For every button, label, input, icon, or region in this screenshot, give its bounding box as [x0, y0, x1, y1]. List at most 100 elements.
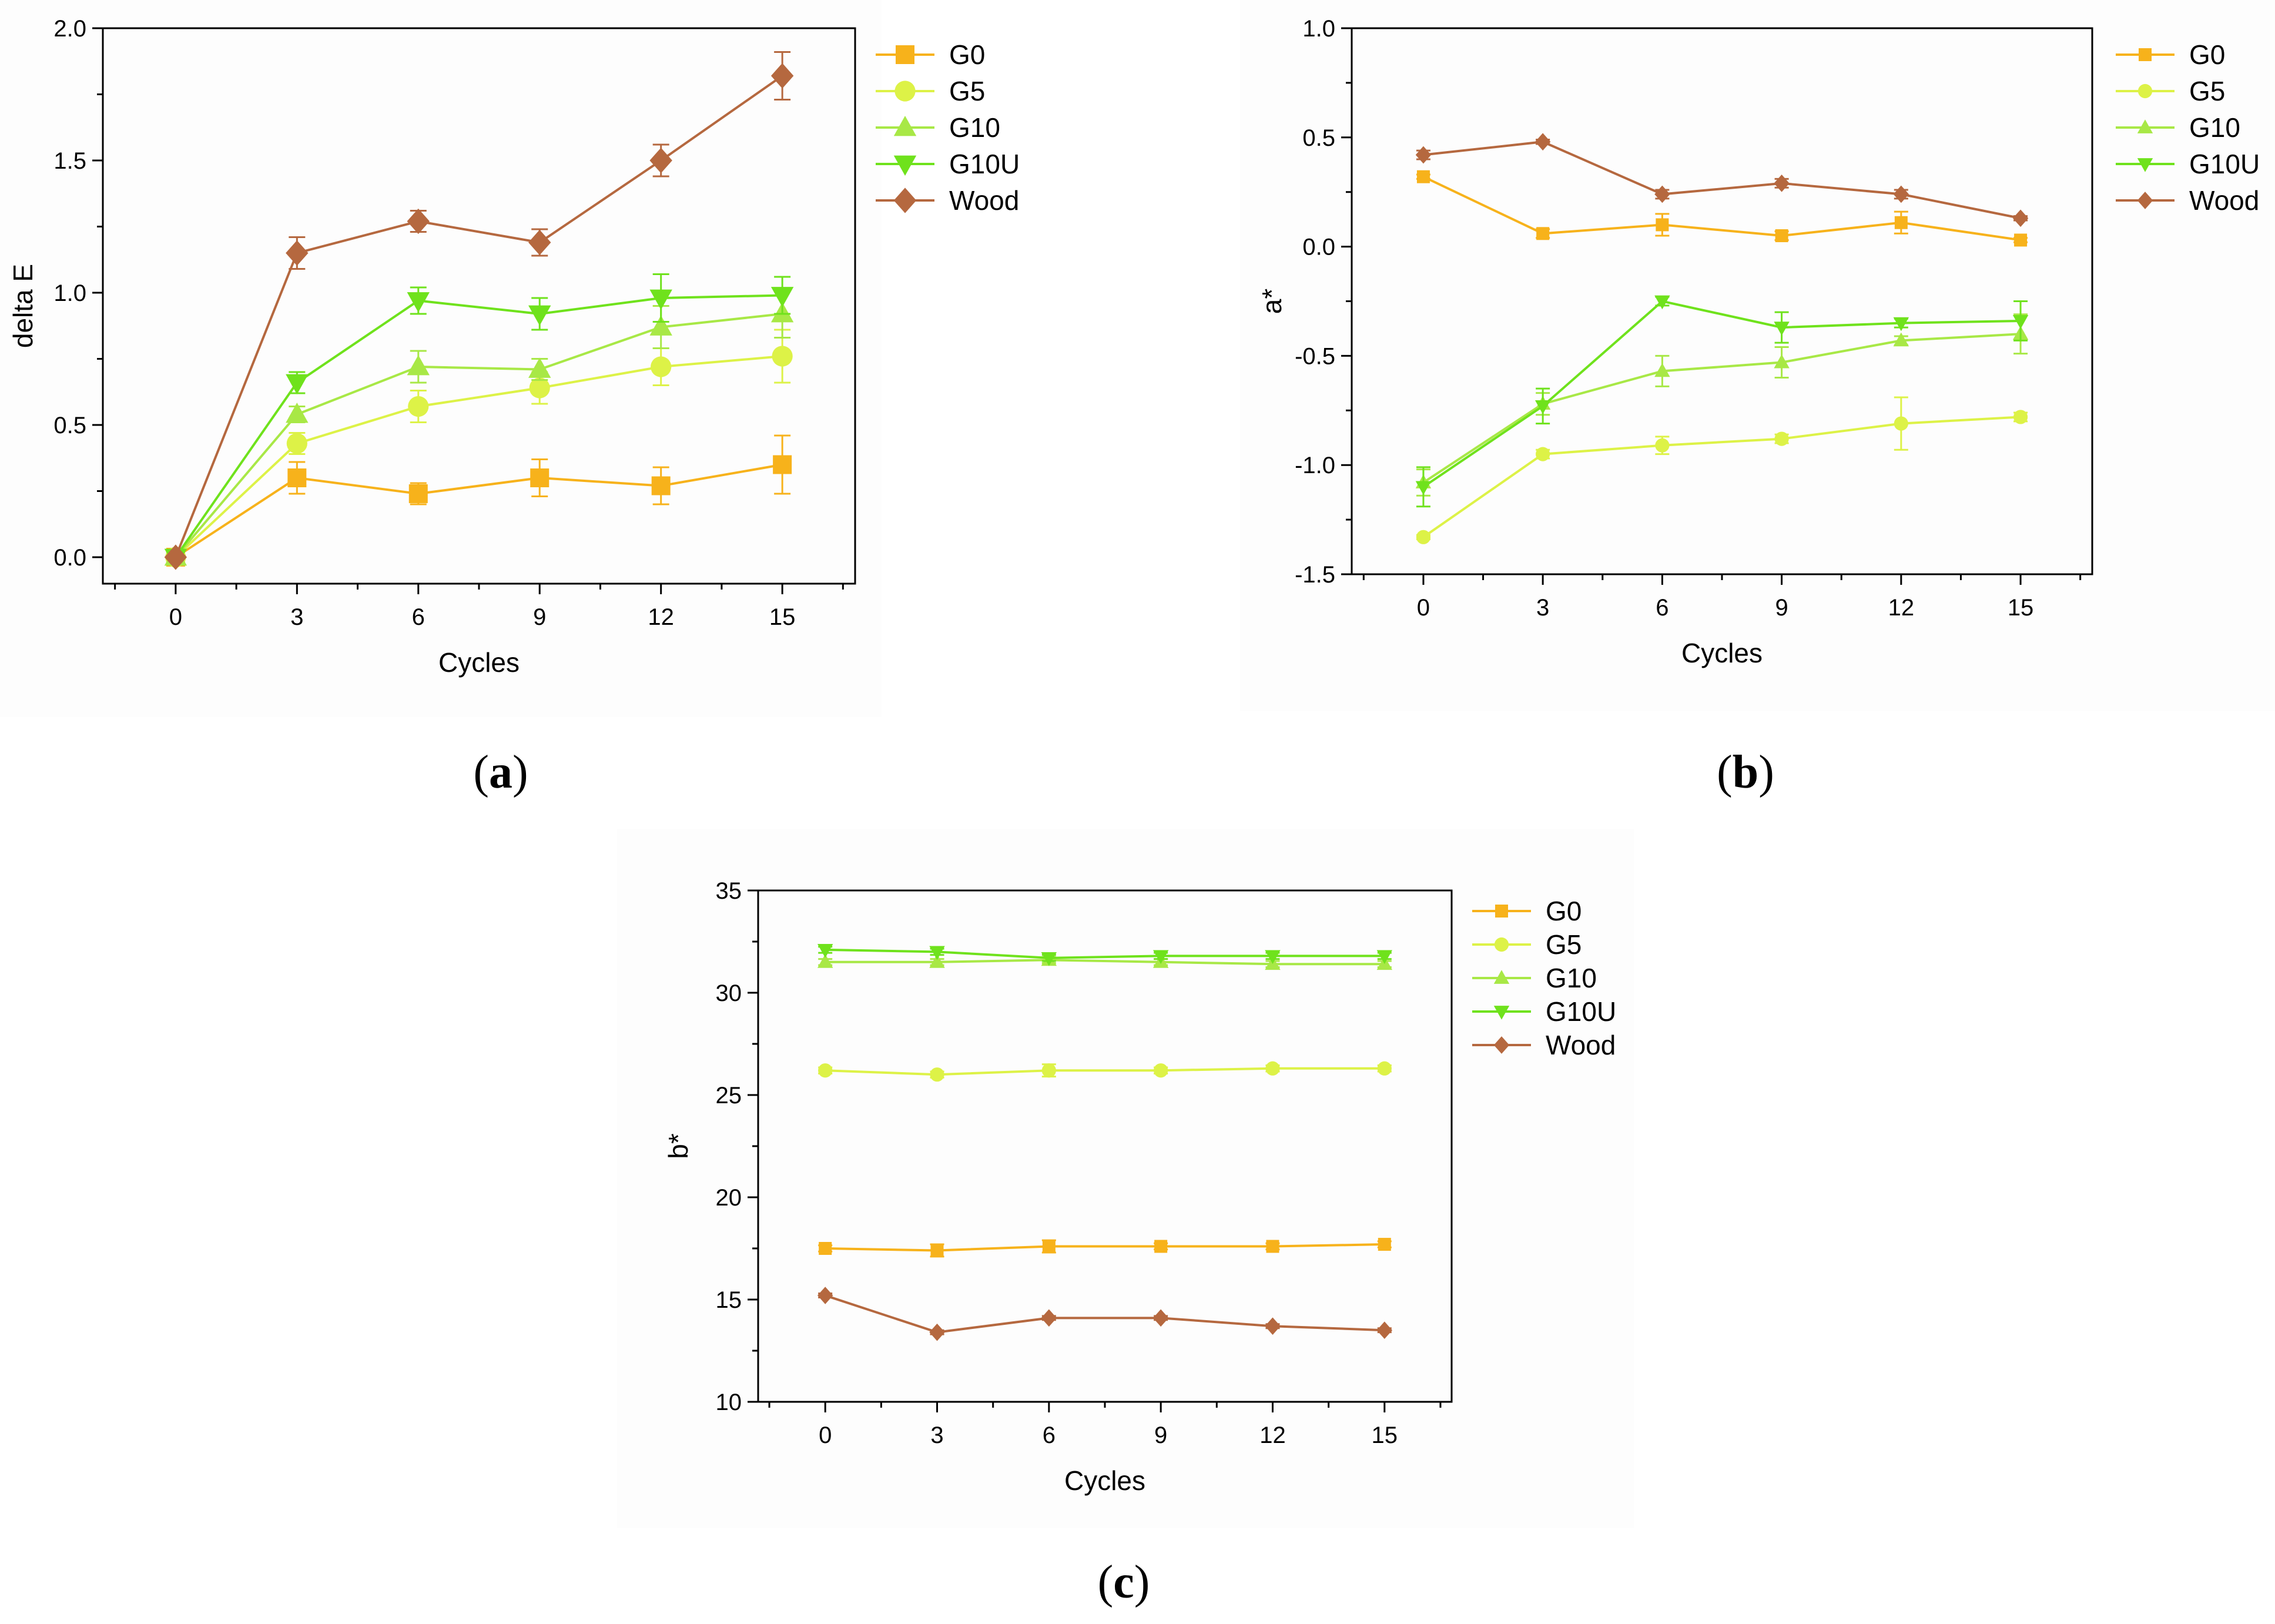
y-tick-label: 0.5 [53, 413, 86, 438]
data-point-g10u [649, 289, 672, 310]
x-tick-label: 15 [1372, 1422, 1398, 1448]
series-line-g0 [175, 463, 783, 558]
data-point-wood [2012, 209, 2029, 227]
data-point-wood [817, 1287, 833, 1304]
data-point-g5 [529, 377, 550, 399]
x-axis-title: Cycles [1064, 1465, 1145, 1496]
legend-marker-g10 [893, 116, 917, 136]
data-point-g0 [1894, 216, 1908, 229]
data-point-g10 [649, 315, 672, 336]
y-tick-label: -1.0 [1295, 453, 1335, 478]
data-point-g5 [651, 356, 672, 377]
y-axis-title: delta E [8, 264, 38, 348]
data-point-g0 [1775, 229, 1788, 243]
data-point-g0 [1266, 1240, 1279, 1253]
series-line-wood [825, 1294, 1385, 1334]
data-point-g0 [530, 468, 550, 487]
data-point-g10u [929, 946, 945, 960]
data-point-g10u [1534, 400, 1551, 414]
data-point-g5 [408, 396, 429, 417]
data-point-g5 [1774, 431, 1789, 446]
series-line-g10 [1422, 333, 2021, 484]
y-axis-title: a* [1257, 289, 1287, 314]
data-point-g0 [2014, 233, 2028, 247]
data-point-wood [1415, 146, 1432, 164]
legend-marker-g10 [2137, 119, 2153, 133]
data-point-g10u [1041, 952, 1057, 966]
data-point-g10 [286, 403, 309, 423]
series-line-g10u [1422, 300, 2021, 488]
data-point-g10 [528, 357, 551, 378]
y-axis-title: b* [663, 1133, 693, 1159]
data-point-g10 [1774, 354, 1790, 369]
data-point-g5 [1041, 1063, 1056, 1078]
x-tick-label: 9 [533, 604, 546, 630]
x-tick-label: 12 [1888, 595, 1915, 621]
x-tick-label: 15 [769, 604, 796, 630]
y-tick-label: 2.0 [53, 16, 86, 42]
series-line-g0 [825, 1243, 1385, 1252]
legend-label-g10u: G10U [949, 149, 1020, 179]
x-tick-label: 12 [648, 604, 674, 630]
data-point-wood [1041, 1309, 1057, 1327]
data-point-g10 [407, 355, 430, 376]
series-line-g5 [825, 1067, 1385, 1076]
data-point-g10u [1774, 322, 1790, 336]
legend-label-g10u: G10U [2189, 149, 2260, 179]
legend-marker-g0 [896, 45, 914, 64]
y-tick-label: 30 [716, 980, 742, 1006]
data-point-g0 [1042, 1240, 1056, 1253]
data-point-wood [1893, 185, 1909, 203]
data-point-wood [407, 208, 430, 235]
y-tick-label: -0.5 [1295, 343, 1335, 369]
y-tick-label: 1.0 [53, 280, 86, 306]
x-tick-label: 6 [1656, 595, 1668, 621]
legend-marker-g10u [1493, 1006, 1510, 1020]
data-point-g0 [408, 484, 428, 503]
legend-label-g0: G0 [949, 39, 985, 70]
data-point-wood [528, 229, 551, 256]
data-point-wood [286, 240, 309, 266]
legend-marker-g0 [2139, 48, 2152, 61]
data-point-g10u [528, 305, 551, 326]
data-point-g10u [407, 292, 430, 313]
chart-panel-b: -1.5 -1.0 -0.5 0.0 0.5 1.0 0 3 6 9 12 15 Cycles a* G0 G… [1257, 16, 2260, 668]
x-tick-label: 0 [169, 604, 182, 630]
y-tick-label: 0.0 [1302, 235, 1335, 260]
data-point-g5 [1536, 447, 1550, 461]
data-point-g10u [2012, 315, 2029, 329]
y-tick-label: 25 [716, 1083, 742, 1109]
data-point-wood [1265, 1317, 1281, 1335]
panel-a-background [0, 0, 882, 717]
data-point-g0 [287, 468, 307, 487]
legend-label-g5: G5 [1546, 929, 1582, 960]
data-point-wood [1152, 1309, 1169, 1327]
data-point-g10 [817, 954, 833, 968]
x-tick-label: 0 [1417, 595, 1430, 621]
x-tick-label: 9 [1775, 595, 1788, 621]
data-point-g0 [773, 455, 792, 474]
data-point-g0 [1378, 1238, 1391, 1251]
panel-b-background [1240, 0, 2275, 711]
legend-label-g0: G0 [1546, 896, 1582, 926]
x-tick-label: 3 [930, 1422, 943, 1448]
data-point-g10u [770, 287, 794, 307]
legend-label-g10: G10 [949, 112, 1000, 143]
data-point-g10u [1654, 295, 1670, 310]
series-line-wood [175, 75, 783, 558]
series-line-g5 [175, 355, 783, 558]
series-line-wood [1423, 140, 2021, 220]
data-point-g0 [930, 1244, 944, 1257]
legend-marker-g10 [1493, 970, 1510, 984]
x-tick-label: 9 [1154, 1422, 1167, 1448]
series-line-g0 [1423, 175, 2021, 242]
y-tick-label: 10 [716, 1389, 742, 1415]
y-tick-label: -1.5 [1295, 562, 1335, 588]
data-point-wood [1774, 174, 1790, 192]
data-point-g10 [929, 954, 945, 968]
legend-marker-wood [2137, 192, 2153, 209]
data-point-g10u [1265, 950, 1281, 965]
data-point-g5 [286, 433, 307, 454]
data-point-g10u [1152, 950, 1169, 965]
